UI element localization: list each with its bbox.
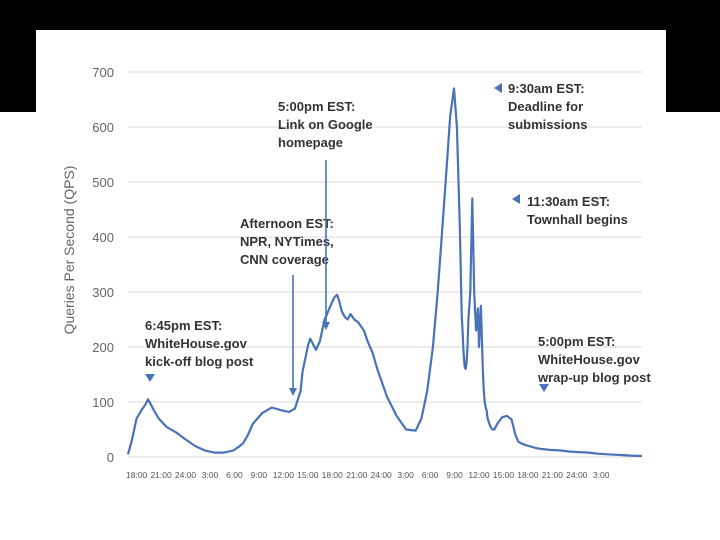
y-tick-label: 200 [92,340,114,355]
y-tick-label: 700 [92,65,114,80]
annotation-text: Deadline for [508,99,583,114]
y-tick-label: 100 [92,395,114,410]
x-tick-label: 21:00 [150,470,172,480]
annotation-text: Townhall begins [527,212,628,227]
annotation-arrowhead [512,194,520,204]
x-tick-label: 3:00 [593,470,610,480]
annotation-text: NPR, NYTimes, [240,234,334,249]
annotation-text: 5:00pm EST: [278,99,355,114]
annotation-text: submissions [508,117,587,132]
annotation-arrowhead [494,83,502,93]
annotation-text: WhiteHouse.gov [538,352,641,367]
x-tick-label: 15:00 [297,470,319,480]
top-black-band [0,0,720,30]
annotation-text: 6:45pm EST: [145,318,222,333]
y-axis-label: Queries Per Second (QPS) [61,166,77,335]
y-tick-label: 0 [107,450,114,465]
right-black-band [666,0,720,112]
annotation-arrowhead [539,384,549,392]
annotations: 6:45pm EST: WhiteHouse.gov kick-off blog p… [145,81,651,396]
x-tick-labels: 18:00 21:00 24:00 3:00 6:00 9:00 12:00 15:00 18:… [126,470,610,480]
annotation-text: Link on Google [278,117,373,132]
annotation: 6:45pm EST: WhiteHouse.gov kick-off blog p… [145,318,254,382]
annotation-text: wrap-up blog post [537,370,651,385]
x-tick-label: 15:00 [493,470,515,480]
x-tick-label: 3:00 [202,470,219,480]
x-tick-label: 24:00 [566,470,588,480]
annotation-text: WhiteHouse.gov [145,336,248,351]
annotation: 5:00pm EST: WhiteHouse.gov wrap-up blog po… [537,334,651,392]
x-tick-label: 12:00 [468,470,490,480]
y-tick-label: 500 [92,175,114,190]
y-tick-labels: 0 100 200 300 400 500 600 700 [92,65,114,465]
x-tick-label: 9:00 [446,470,463,480]
x-tick-label: 12:00 [273,470,295,480]
annotation: Afternoon EST: NPR, NYTimes, CNN coverage [240,216,334,396]
x-tick-label: 18:00 [126,470,148,480]
x-tick-label: 18:00 [322,470,344,480]
annotation: 9:30am EST: Deadline for submissions [494,81,587,132]
y-tick-label: 400 [92,230,114,245]
x-tick-label: 21:00 [346,470,368,480]
x-tick-label: 3:00 [397,470,414,480]
x-tick-label: 24:00 [175,470,197,480]
annotation-text: Afternoon EST: [240,216,334,231]
x-tick-label: 6:00 [422,470,439,480]
annotation: 11:30am EST: Townhall begins [512,194,628,227]
y-tick-label: 300 [92,285,114,300]
y-tick-label: 600 [92,120,114,135]
annotation-text: 5:00pm EST: [538,334,615,349]
series-line-qps [126,87,642,457]
x-tick-label: 6:00 [226,470,243,480]
annotation-text: 11:30am EST: [527,194,610,209]
annotation-text: 9:30am EST: [508,81,585,96]
annotation: 5:00pm EST: Link on Google homepage [278,99,373,330]
annotation-arrowhead [289,388,297,396]
annotation-text: kick-off blog post [145,354,254,369]
left-black-band [0,0,36,112]
gridlines [128,71,642,458]
x-tick-label: 9:00 [251,470,268,480]
annotation-arrowhead [145,374,155,382]
x-tick-label: 21:00 [542,470,564,480]
annotation-text: homepage [278,135,343,150]
annotation-text: CNN coverage [240,252,329,267]
x-tick-label: 24:00 [371,470,393,480]
annotation-arrowhead [322,322,330,330]
x-tick-label: 18:00 [517,470,539,480]
